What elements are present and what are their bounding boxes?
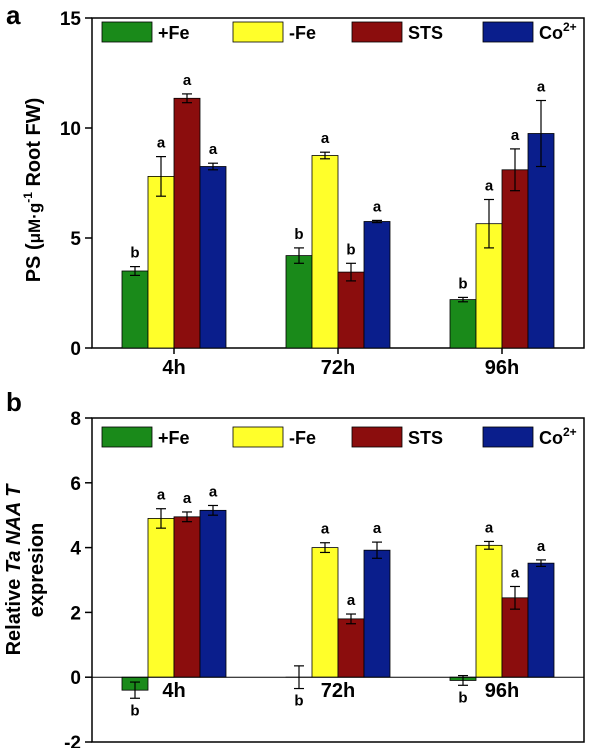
legend-swatch-a bbox=[351, 21, 403, 43]
panel-a-label: a bbox=[6, 0, 21, 30]
y-tick-label-a: 5 bbox=[70, 229, 81, 250]
legend-swatch-b bbox=[482, 426, 534, 448]
sig-letter-a: b bbox=[458, 275, 467, 292]
sig-letter-b: b bbox=[458, 689, 467, 706]
category-label-a: 72h bbox=[321, 357, 355, 379]
bar-b-4h--Fe bbox=[147, 518, 175, 678]
plot-frame-b bbox=[91, 417, 585, 743]
sig-letter-a: a bbox=[157, 135, 166, 152]
legend-label-a: +Fe bbox=[158, 23, 190, 43]
legend-swatch-b bbox=[232, 426, 284, 448]
y-axis-title-b: Relative Ta NAA T expresion bbox=[3, 483, 48, 656]
chart-panel-a: a PS (μM·g-1 Root FW) 0 5 10 15 b a a a 4h b a b a 72… bbox=[6, 0, 585, 379]
sig-letter-b: a bbox=[511, 564, 520, 581]
y-tick-label-b: 0 bbox=[70, 668, 81, 689]
bar-b-72h-Co2+ bbox=[363, 549, 391, 678]
y-axis-title-b-line2: expresion bbox=[26, 523, 48, 617]
legend-swatch-b bbox=[101, 426, 153, 448]
category-label-b: 72h bbox=[321, 680, 355, 702]
legend-label-b: Co2+ bbox=[539, 425, 577, 448]
category-label-b: 4h bbox=[162, 680, 185, 702]
legend-label-a: -Fe bbox=[289, 23, 316, 43]
y-axis-title-a: PS (μM·g-1 Root FW) bbox=[21, 98, 45, 283]
sig-letter-b: a bbox=[157, 487, 166, 504]
sig-letter-a: a bbox=[485, 178, 494, 195]
legend-label-b: STS bbox=[408, 428, 443, 448]
bar-a-72h-STS bbox=[337, 271, 365, 349]
bar-b-4h-STS bbox=[173, 516, 201, 678]
legend-label-a: Co2+ bbox=[539, 20, 577, 43]
sig-letter-a: a bbox=[537, 79, 546, 96]
legend-label-b: -Fe bbox=[289, 428, 316, 448]
bar-a-72h-+Fe bbox=[285, 255, 313, 349]
sig-letter-a: a bbox=[511, 127, 520, 144]
y-tick-label-a: 0 bbox=[70, 339, 81, 360]
bar-a-96h-STS bbox=[501, 169, 529, 349]
svg-text:Relative Ta NAA T: Relative Ta NAA T bbox=[3, 483, 25, 656]
y-axis-title-a-part2: μM·g bbox=[25, 203, 44, 244]
sig-letter-a: a bbox=[183, 72, 192, 89]
y-tick-label-a: 10 bbox=[60, 119, 81, 140]
bar-b-72h-STS bbox=[337, 618, 365, 678]
bar-a-72h-Co2+ bbox=[363, 221, 391, 349]
bar-a-4h-Co2+ bbox=[199, 166, 227, 349]
y-tick-label-a: 15 bbox=[60, 9, 82, 30]
category-label-a: 96h bbox=[485, 357, 519, 379]
category-label-b: 96h bbox=[485, 680, 519, 702]
sig-letter-b: a bbox=[485, 519, 494, 536]
sig-letter-b: a bbox=[373, 520, 382, 537]
y-tick-label-b: 4 bbox=[70, 539, 81, 560]
bar-a-4h-STS bbox=[173, 97, 201, 349]
y-axis-title-b-part1: Relative bbox=[3, 573, 25, 655]
bar-b-4h-Co2+ bbox=[199, 509, 227, 678]
sig-letter-a: b bbox=[346, 241, 355, 258]
bar-a-72h--Fe bbox=[311, 155, 339, 349]
y-tick-label-b: -2 bbox=[64, 733, 81, 748]
sig-letter-b: a bbox=[321, 521, 330, 538]
sig-letter-b: a bbox=[209, 483, 218, 500]
bar-b-96h-Co2+ bbox=[527, 562, 555, 678]
legend-swatch-a bbox=[482, 21, 534, 43]
y-axis-title-a-part3: Root FW) bbox=[23, 98, 45, 192]
legend-label-a: STS bbox=[408, 23, 443, 43]
y-tick-label-b: 6 bbox=[70, 474, 81, 495]
bar-a-96h-Co2+ bbox=[527, 133, 555, 349]
sig-letter-a: a bbox=[321, 130, 330, 147]
legend-swatch-a bbox=[232, 21, 284, 43]
sig-letter-a: b bbox=[294, 226, 303, 243]
bar-a-4h--Fe bbox=[147, 175, 175, 349]
y-tick-label-b: 8 bbox=[70, 409, 81, 430]
legend-label-b: +Fe bbox=[158, 428, 190, 448]
sig-letter-a: a bbox=[209, 141, 218, 158]
bar-a-96h-+Fe bbox=[449, 299, 477, 349]
sig-letter-b: b bbox=[294, 693, 303, 710]
panel-b-label: b bbox=[6, 387, 22, 417]
bar-a-4h-+Fe bbox=[121, 270, 149, 349]
y-axis-title-b-gene: Ta NAA T bbox=[3, 483, 25, 573]
y-tick-label-b: 2 bbox=[70, 603, 81, 624]
legend-swatch-b bbox=[351, 426, 403, 448]
legend-swatch-a bbox=[101, 21, 153, 43]
sig-letter-b: a bbox=[183, 490, 192, 507]
sig-letter-b: a bbox=[537, 538, 546, 555]
bar-b-96h--Fe bbox=[475, 544, 503, 678]
y-axis-title-a-part1: PS ( bbox=[23, 243, 45, 282]
svg-text:PS (μM·g-1 Root FW): PS (μM·g-1 Root FW) bbox=[21, 98, 45, 283]
category-label-a: 4h bbox=[162, 357, 185, 379]
sig-letter-b: a bbox=[347, 592, 356, 609]
sig-letter-a: a bbox=[373, 198, 382, 215]
bar-b-72h--Fe bbox=[311, 547, 339, 678]
y-axis-title-a-sup: -1 bbox=[21, 192, 35, 203]
sig-letter-a: b bbox=[130, 245, 139, 262]
sig-letter-b: b bbox=[130, 702, 139, 719]
